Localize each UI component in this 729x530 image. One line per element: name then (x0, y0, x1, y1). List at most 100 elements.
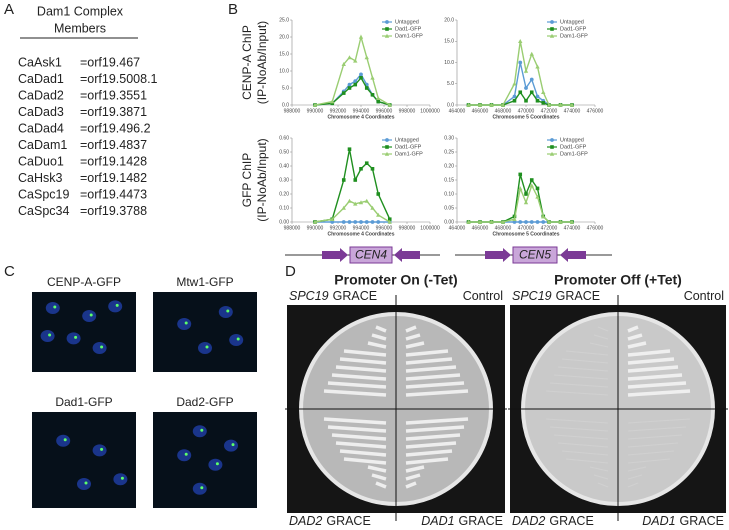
streak (405, 381, 465, 389)
marker (529, 77, 534, 82)
marker (535, 98, 540, 103)
marker (353, 58, 358, 63)
marker (330, 217, 335, 221)
legend-label: Dad1-GFP (560, 144, 587, 150)
marker (518, 220, 523, 224)
series-line (314, 200, 391, 223)
y-tick-label: 10.0 (279, 68, 289, 74)
series-line (314, 76, 390, 106)
quadrant-label: DAD1 GRACE (642, 514, 724, 528)
spot (120, 476, 124, 480)
series-line (468, 62, 572, 106)
marker (477, 102, 483, 107)
y-tick-label: 0.0 (282, 102, 289, 108)
marker (353, 201, 358, 206)
marker (518, 39, 523, 44)
strain: GRACE (549, 514, 593, 528)
spot (84, 481, 88, 485)
series-line (314, 34, 391, 106)
micrograph (153, 412, 257, 508)
x-tick-label: 1000000 (420, 108, 440, 114)
marker (523, 68, 529, 73)
x-tick-label: 996000 (376, 225, 393, 231)
plates: Promoter On (-Tet) SPC19 GRACE Control DAD2 G… (285, 272, 728, 528)
streak (597, 326, 609, 332)
streak (405, 473, 421, 481)
marker (353, 79, 358, 84)
marker (347, 220, 352, 224)
image-label: Dad1-GFP (55, 395, 112, 409)
marker (312, 102, 318, 107)
marker (364, 86, 369, 90)
marker (524, 98, 528, 103)
streak (405, 333, 421, 341)
strain: GRACE (333, 289, 377, 303)
orf-id: =orf19.1428 (80, 154, 147, 168)
charts: 0.0 5.0 10.0 15.0 20.0 25.0 988000 990000 992000… (240, 17, 603, 237)
marker (518, 172, 523, 177)
marker (535, 64, 540, 69)
image-label: CENP-A-GFP (47, 275, 121, 289)
chart: 0.0 5.0 10.0 15.0 20.0 25.0 988000 990000 992000… (240, 17, 440, 120)
marker (558, 219, 563, 224)
marker (384, 33, 390, 38)
marker (341, 220, 346, 224)
y-tick-label: 0.60 (279, 135, 289, 141)
gene-label: CEN4 (355, 248, 387, 262)
marker (359, 76, 363, 80)
streak (557, 442, 609, 448)
marker (541, 220, 546, 224)
legend-label: Dad1-GFP (395, 144, 422, 150)
orf-id: =orf19.4473 (80, 187, 147, 201)
micrograph (153, 292, 257, 372)
streak (343, 349, 387, 357)
streak (627, 434, 683, 440)
gene-label: CEN5 (519, 248, 551, 262)
x-tick-label: 470000 (518, 225, 535, 231)
streak (545, 390, 609, 396)
y-axis-title: (IP-NoAb/Input) (255, 138, 269, 221)
streak (565, 458, 609, 464)
nucleus (177, 318, 192, 330)
nucleus (192, 425, 207, 438)
streak (375, 481, 387, 489)
strain: Control (463, 289, 503, 303)
x-tick-label: 992000 (330, 108, 347, 114)
series-line (468, 174, 572, 223)
marker (358, 200, 364, 205)
quadrant-label: SPC19 GRACE (512, 289, 600, 303)
marker (359, 167, 363, 171)
x-tick-label: 474000 (564, 108, 581, 114)
streak (561, 450, 609, 456)
streak (549, 426, 609, 432)
marker (550, 145, 554, 149)
nucleus (198, 342, 212, 354)
spot (226, 309, 230, 313)
marker (347, 198, 352, 203)
gene-name: CaDuo1 (18, 154, 64, 168)
marker (477, 219, 483, 224)
streak (627, 442, 679, 448)
series-line (468, 41, 572, 106)
y-tick-label: 10.0 (444, 60, 454, 66)
streak (405, 417, 469, 425)
marker (518, 186, 523, 191)
marker (312, 219, 318, 224)
y-tick-label: 0.05 (444, 205, 454, 211)
spot (53, 305, 57, 309)
y-tick-label: 0.10 (279, 205, 289, 211)
streak (627, 333, 643, 341)
marker (535, 186, 540, 191)
streak (323, 417, 387, 425)
spot (63, 438, 67, 442)
marker (330, 220, 335, 224)
marker (364, 220, 369, 224)
marker (500, 219, 506, 224)
marker (512, 220, 517, 224)
gene-name: DAD1 (421, 514, 454, 528)
nucleus (92, 342, 107, 354)
x-tick-label: 470000 (518, 108, 535, 114)
spot (231, 443, 235, 447)
table-title: Dam1 Complex (37, 4, 124, 18)
